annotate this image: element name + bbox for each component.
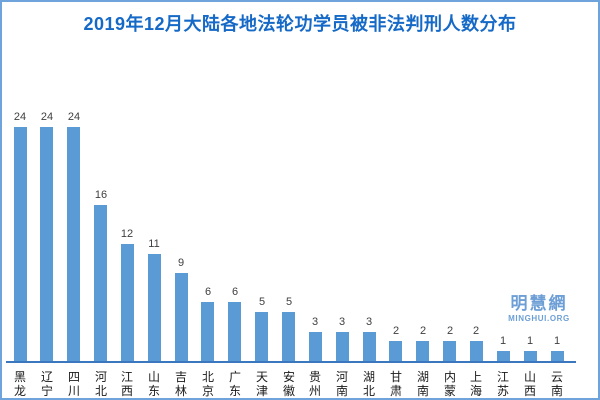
value-label: 24 <box>67 111 81 123</box>
value-label: 9 <box>177 257 185 269</box>
bar-黑龙 <box>14 127 27 361</box>
value-label: 2 <box>446 325 454 337</box>
x-axis-line <box>6 361 576 363</box>
watermark-chinese-text: 明慧網 <box>510 294 568 313</box>
category-label: 江西 <box>120 370 133 398</box>
category-label: 河北 <box>94 370 107 398</box>
value-label: 5 <box>285 296 293 308</box>
bar-辽宁 <box>40 127 53 361</box>
category-label: 黑龙 <box>13 370 26 398</box>
category-label: 天津 <box>255 370 268 398</box>
value-label: 1 <box>553 335 561 347</box>
chart-title: 2019年12月大陆各地法轮功学员被非法判刑人数分布 <box>83 14 517 34</box>
category-label: 安徽 <box>282 370 295 398</box>
value-label: 3 <box>338 316 346 328</box>
value-label: 1 <box>526 335 534 347</box>
category-label: 北京 <box>201 370 214 398</box>
value-label: 2 <box>392 325 400 337</box>
bar-河南 <box>336 332 349 361</box>
value-label: 12 <box>120 228 134 240</box>
bar-内蒙 <box>443 341 456 361</box>
bar-云南 <box>551 351 564 361</box>
bar-河北 <box>94 205 107 361</box>
category-label: 江苏 <box>496 370 509 398</box>
category-label: 湖北 <box>362 370 375 398</box>
bar-四川 <box>67 127 80 361</box>
bar-天津 <box>255 312 268 361</box>
bar-江西 <box>121 244 134 361</box>
category-label: 河南 <box>335 370 348 398</box>
category-label: 内蒙 <box>443 370 456 398</box>
value-label: 6 <box>231 286 239 298</box>
value-label: 16 <box>94 189 108 201</box>
value-label: 11 <box>148 238 160 250</box>
value-label: 24 <box>40 111 54 123</box>
bar-安徽 <box>282 312 295 361</box>
category-label: 四川 <box>67 370 80 398</box>
value-label: 6 <box>204 286 212 298</box>
value-label: 1 <box>499 335 507 347</box>
value-label: 3 <box>365 316 373 328</box>
bar-北京 <box>201 302 214 361</box>
minghui-watermark: 明慧網 MINGHUI.ORG <box>502 294 576 323</box>
value-label: 24 <box>13 111 27 123</box>
category-label: 山东 <box>147 370 160 398</box>
value-label: 2 <box>472 325 480 337</box>
bar-贵州 <box>309 332 322 361</box>
bar-吉林 <box>175 273 188 361</box>
value-label: 3 <box>311 316 319 328</box>
category-label: 山西 <box>523 370 536 398</box>
category-label: 广东 <box>228 370 241 398</box>
bar-江苏 <box>497 351 510 361</box>
category-label: 湖南 <box>416 370 429 398</box>
bar-湖北 <box>363 332 376 361</box>
category-label: 云南 <box>550 370 563 398</box>
bar-山东 <box>148 254 161 361</box>
bar-湖南 <box>416 341 429 361</box>
category-label: 上海 <box>469 370 482 398</box>
bar-上海 <box>470 341 483 361</box>
value-label: 5 <box>258 296 266 308</box>
category-label: 贵州 <box>308 370 321 398</box>
category-label: 辽宁 <box>40 370 53 398</box>
watermark-english-text: MINGHUI.ORG <box>508 314 570 323</box>
bar-广东 <box>228 302 241 361</box>
category-label: 甘肃 <box>389 370 402 398</box>
bar-甘肃 <box>389 341 402 361</box>
value-label: 2 <box>419 325 427 337</box>
bar-山西 <box>524 351 537 361</box>
category-label: 吉林 <box>174 370 187 398</box>
